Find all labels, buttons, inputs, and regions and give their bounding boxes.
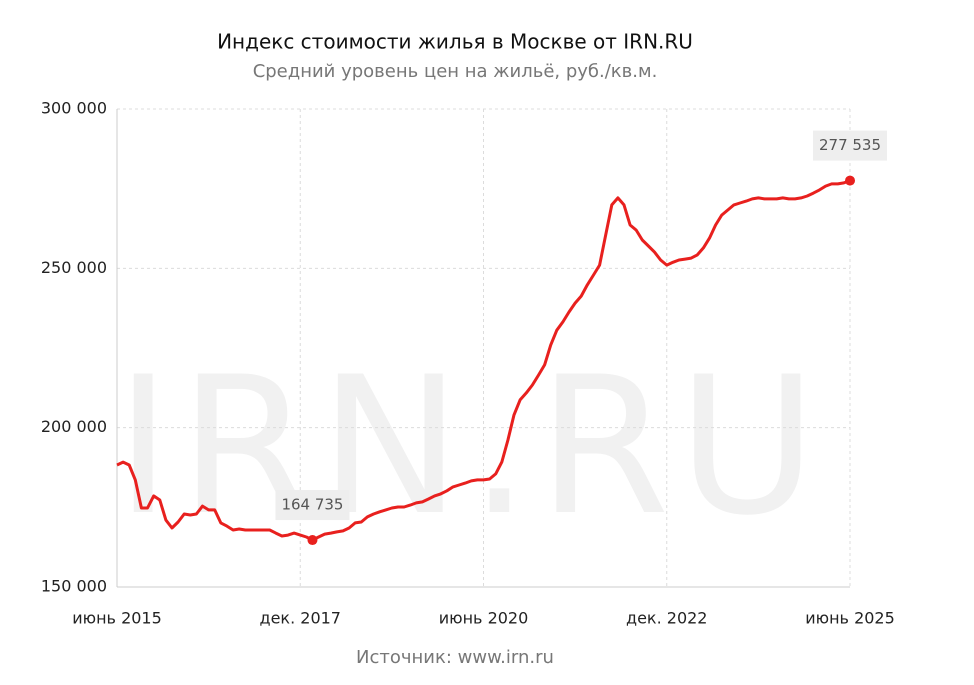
point <box>845 175 855 186</box>
x-tick-label: июнь 2025 <box>805 609 895 628</box>
label-box <box>275 490 350 521</box>
data-label: 164 735 <box>281 496 343 514</box>
y-tick-label: 200 000 <box>41 417 107 436</box>
y-tick-label: 300 000 <box>41 99 107 118</box>
y-tick-label: 250 000 <box>41 258 107 277</box>
y-tick-label: 150 000 <box>41 577 107 596</box>
chart-title: Индекс стоимости жилья в Москве от IRN.R… <box>217 30 693 54</box>
watermark: IRN.RU <box>115 336 825 557</box>
x-tick-label: июнь 2015 <box>72 609 162 628</box>
label-box <box>813 130 887 161</box>
x-tick-label: дек. 2022 <box>626 609 707 628</box>
data-label: 277 535 <box>819 136 881 154</box>
x-tick-label: июнь 2020 <box>439 609 529 628</box>
point <box>307 535 318 546</box>
source: Источник: www.irn.ru <box>356 647 554 668</box>
line <box>116 179 851 542</box>
chart-subtitle: Средний уровень цен на жильё, руб./кв.м. <box>253 61 658 82</box>
x-tick-label: дек. 2017 <box>260 609 341 628</box>
